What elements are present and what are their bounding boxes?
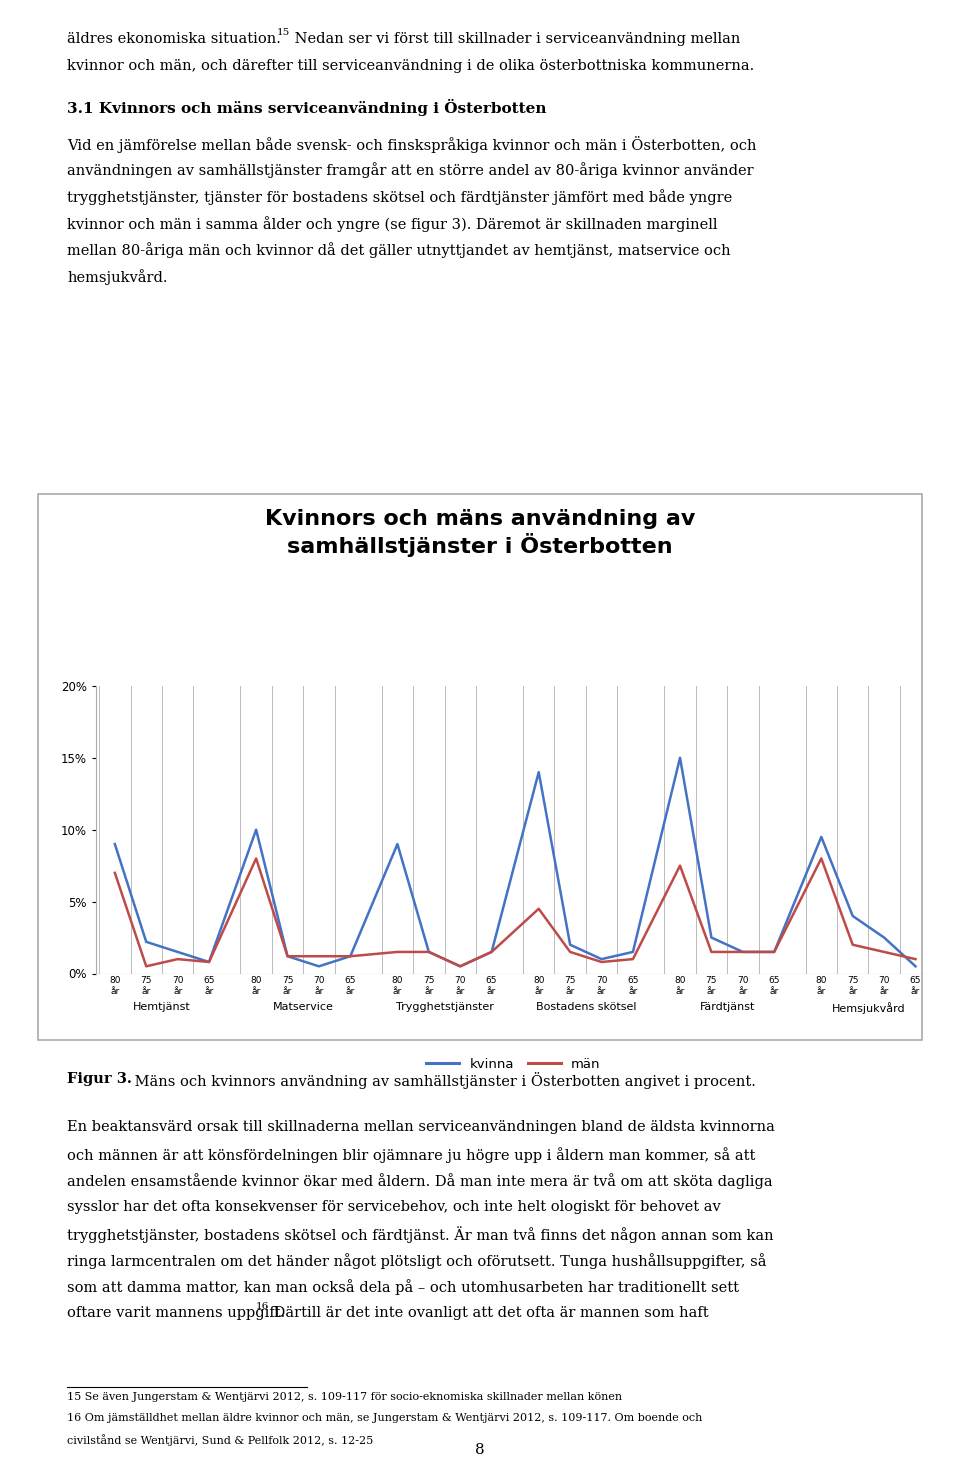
Text: sysslor har det ofta konsekvenser för servicebehov, och inte helt ologiskt för b: sysslor har det ofta konsekvenser för se… xyxy=(67,1199,721,1214)
Text: Färdtjänst: Färdtjänst xyxy=(700,1003,755,1012)
Text: Nedan ser vi först till skillnader i serviceanvändning mellan: Nedan ser vi först till skillnader i ser… xyxy=(290,32,740,46)
Text: 8: 8 xyxy=(475,1444,485,1457)
Text: kvinnor och män, och därefter till serviceanvändning i de olika österbottniska k: kvinnor och män, och därefter till servi… xyxy=(67,59,755,72)
Text: Därtill är det inte ovanligt att det ofta är mannen som haft: Därtill är det inte ovanligt att det oft… xyxy=(269,1305,708,1320)
Text: andelen ensamstående kvinnor ökar med åldern. Då man inte mera är två om att skö: andelen ensamstående kvinnor ökar med ål… xyxy=(67,1173,773,1189)
Text: användningen av samhällstjänster framgår att en större andel av 80-åriga kvinnor: användningen av samhällstjänster framgår… xyxy=(67,162,754,178)
Text: 16: 16 xyxy=(255,1301,269,1311)
Text: och männen är att könsfördelningen blir ojämnare ju högre upp i åldern man komme: och männen är att könsfördelningen blir … xyxy=(67,1146,756,1162)
Text: 15: 15 xyxy=(276,28,290,37)
Text: mellan 80-åriga män och kvinnor då det gäller utnyttjandet av hemtjänst, matserv: mellan 80-åriga män och kvinnor då det g… xyxy=(67,242,731,258)
Text: 16 Om jämställdhet mellan äldre kvinnor och män, se Jungerstam & Wentjärvi 2012,: 16 Om jämställdhet mellan äldre kvinnor … xyxy=(67,1413,703,1423)
Text: Matservice: Matservice xyxy=(273,1003,334,1012)
Text: trygghetstjänster, bostadens skötsel och färdtjänst. Är man två finns det någon : trygghetstjänster, bostadens skötsel och… xyxy=(67,1226,774,1243)
Text: kvinnor och män i samma ålder och yngre (se figur 3). Däremot är skillnaden marg: kvinnor och män i samma ålder och yngre … xyxy=(67,215,718,232)
Text: Hemsjukvård: Hemsjukvård xyxy=(831,1003,905,1015)
Text: som att damma mattor, kan man också dela på – och utomhusarbeten har traditionel: som att damma mattor, kan man också dela… xyxy=(67,1279,739,1295)
Text: Vid en jämförelse mellan både svensk- och finskspråkiga kvinnor och män i Österb: Vid en jämförelse mellan både svensk- oc… xyxy=(67,136,756,153)
Text: En beaktansvärd orsak till skillnaderna mellan serviceanvändningen bland de älds: En beaktansvärd orsak till skillnaderna … xyxy=(67,1120,775,1134)
Text: äldres ekonomiska situation.: äldres ekonomiska situation. xyxy=(67,32,281,46)
Text: Bostadens skötsel: Bostadens skötsel xyxy=(536,1003,636,1012)
Text: civilstånd se Wentjärvi, Sund & Pellfolk 2012, s. 12-25: civilstånd se Wentjärvi, Sund & Pellfolk… xyxy=(67,1434,373,1446)
Text: Hemtjänst: Hemtjänst xyxy=(133,1003,191,1012)
Text: Figur 3.: Figur 3. xyxy=(67,1072,132,1086)
Text: oftare varit mannens uppgift.: oftare varit mannens uppgift. xyxy=(67,1305,285,1320)
Text: ringa larmcentralen om det händer något plötsligt och oförutsett. Tunga hushålls: ringa larmcentralen om det händer något … xyxy=(67,1252,767,1268)
Text: Kvinnors och mäns användning av
samhällstjänster i Österbotten: Kvinnors och mäns användning av samhälls… xyxy=(265,509,695,558)
Text: Trygghetstjänster: Trygghetstjänster xyxy=(396,1003,493,1012)
Text: trygghetstjänster, tjänster för bostadens skötsel och färdtjänster jämfört med b: trygghetstjänster, tjänster för bostaden… xyxy=(67,189,732,205)
Text: Mäns och kvinnors användning av samhällstjänster i Österbotten angivet i procent: Mäns och kvinnors användning av samhälls… xyxy=(130,1072,756,1090)
Text: hemsjukvård.: hemsjukvård. xyxy=(67,268,168,285)
Legend: kvinna, män: kvinna, män xyxy=(421,1053,606,1077)
Text: 15 Se även Jungerstam & Wentjärvi 2012, s. 109-117 för socio-eknomiska skillnade: 15 Se även Jungerstam & Wentjärvi 2012, … xyxy=(67,1392,622,1403)
Text: 3.1 Kvinnors och mäns serviceanvändning i Österbotten: 3.1 Kvinnors och mäns serviceanvändning … xyxy=(67,99,546,117)
